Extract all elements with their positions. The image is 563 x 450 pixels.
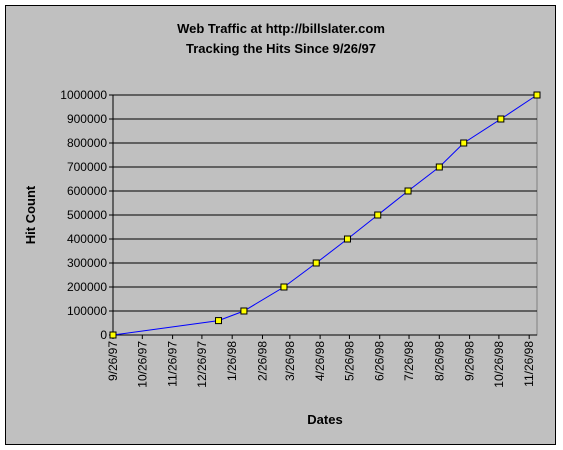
y-tick-label: 0 [100, 328, 107, 342]
x-tick-label: 6/26/98 [373, 341, 387, 381]
x-tick-label: 9/26/97 [106, 341, 120, 381]
data-point [533, 91, 541, 99]
x-tick-label: 12/26/97 [195, 341, 209, 388]
x-tick-label: 9/26/98 [463, 341, 477, 381]
x-axis-label: Dates [307, 412, 342, 427]
y-tick-label: 300000 [67, 256, 107, 270]
x-tick-label: 10/26/97 [135, 341, 149, 388]
data-point [343, 235, 351, 243]
y-tick-label: 200000 [67, 280, 107, 294]
y-tick-label: 500000 [67, 208, 107, 222]
chart-subtitle: Tracking the Hits Since 9/26/97 [186, 41, 376, 56]
x-tick-label: 11/26/98 [522, 341, 536, 387]
y-tick-label: 100000 [67, 304, 107, 318]
y-tick-label: 600000 [67, 184, 107, 198]
x-tick-label: 5/26/98 [342, 341, 356, 381]
x-tick-label: 10/26/98 [492, 341, 506, 388]
x-tick-label: 8/26/98 [432, 341, 446, 381]
x-tick-label: 3/26/98 [283, 341, 297, 381]
data-point [404, 187, 412, 195]
y-tick-label: 800000 [67, 136, 107, 150]
data-point [240, 307, 248, 315]
x-tick-label: 7/26/98 [402, 341, 416, 381]
series-line [112, 94, 538, 336]
x-tick-label: 2/26/98 [255, 341, 269, 381]
y-axis-label: Hit Count [23, 185, 38, 244]
y-tick-label: 400000 [67, 232, 107, 246]
data-point [435, 163, 443, 171]
data-point [215, 317, 223, 325]
data-point [312, 259, 320, 267]
data-point [374, 211, 382, 219]
data-point [460, 139, 468, 147]
x-tick-label: 4/26/98 [313, 341, 327, 381]
chart-title: Web Traffic at http://billslater.com [177, 21, 385, 36]
x-tick-label: 11/26/97 [166, 341, 180, 387]
y-tick-label: 700000 [67, 160, 107, 174]
data-point [109, 331, 117, 339]
y-tick-label: 900000 [67, 112, 107, 126]
data-point [280, 283, 288, 291]
data-point [497, 115, 505, 123]
y-tick-label: 1000000 [60, 88, 107, 102]
x-tick-label: 1/26/98 [225, 341, 239, 381]
